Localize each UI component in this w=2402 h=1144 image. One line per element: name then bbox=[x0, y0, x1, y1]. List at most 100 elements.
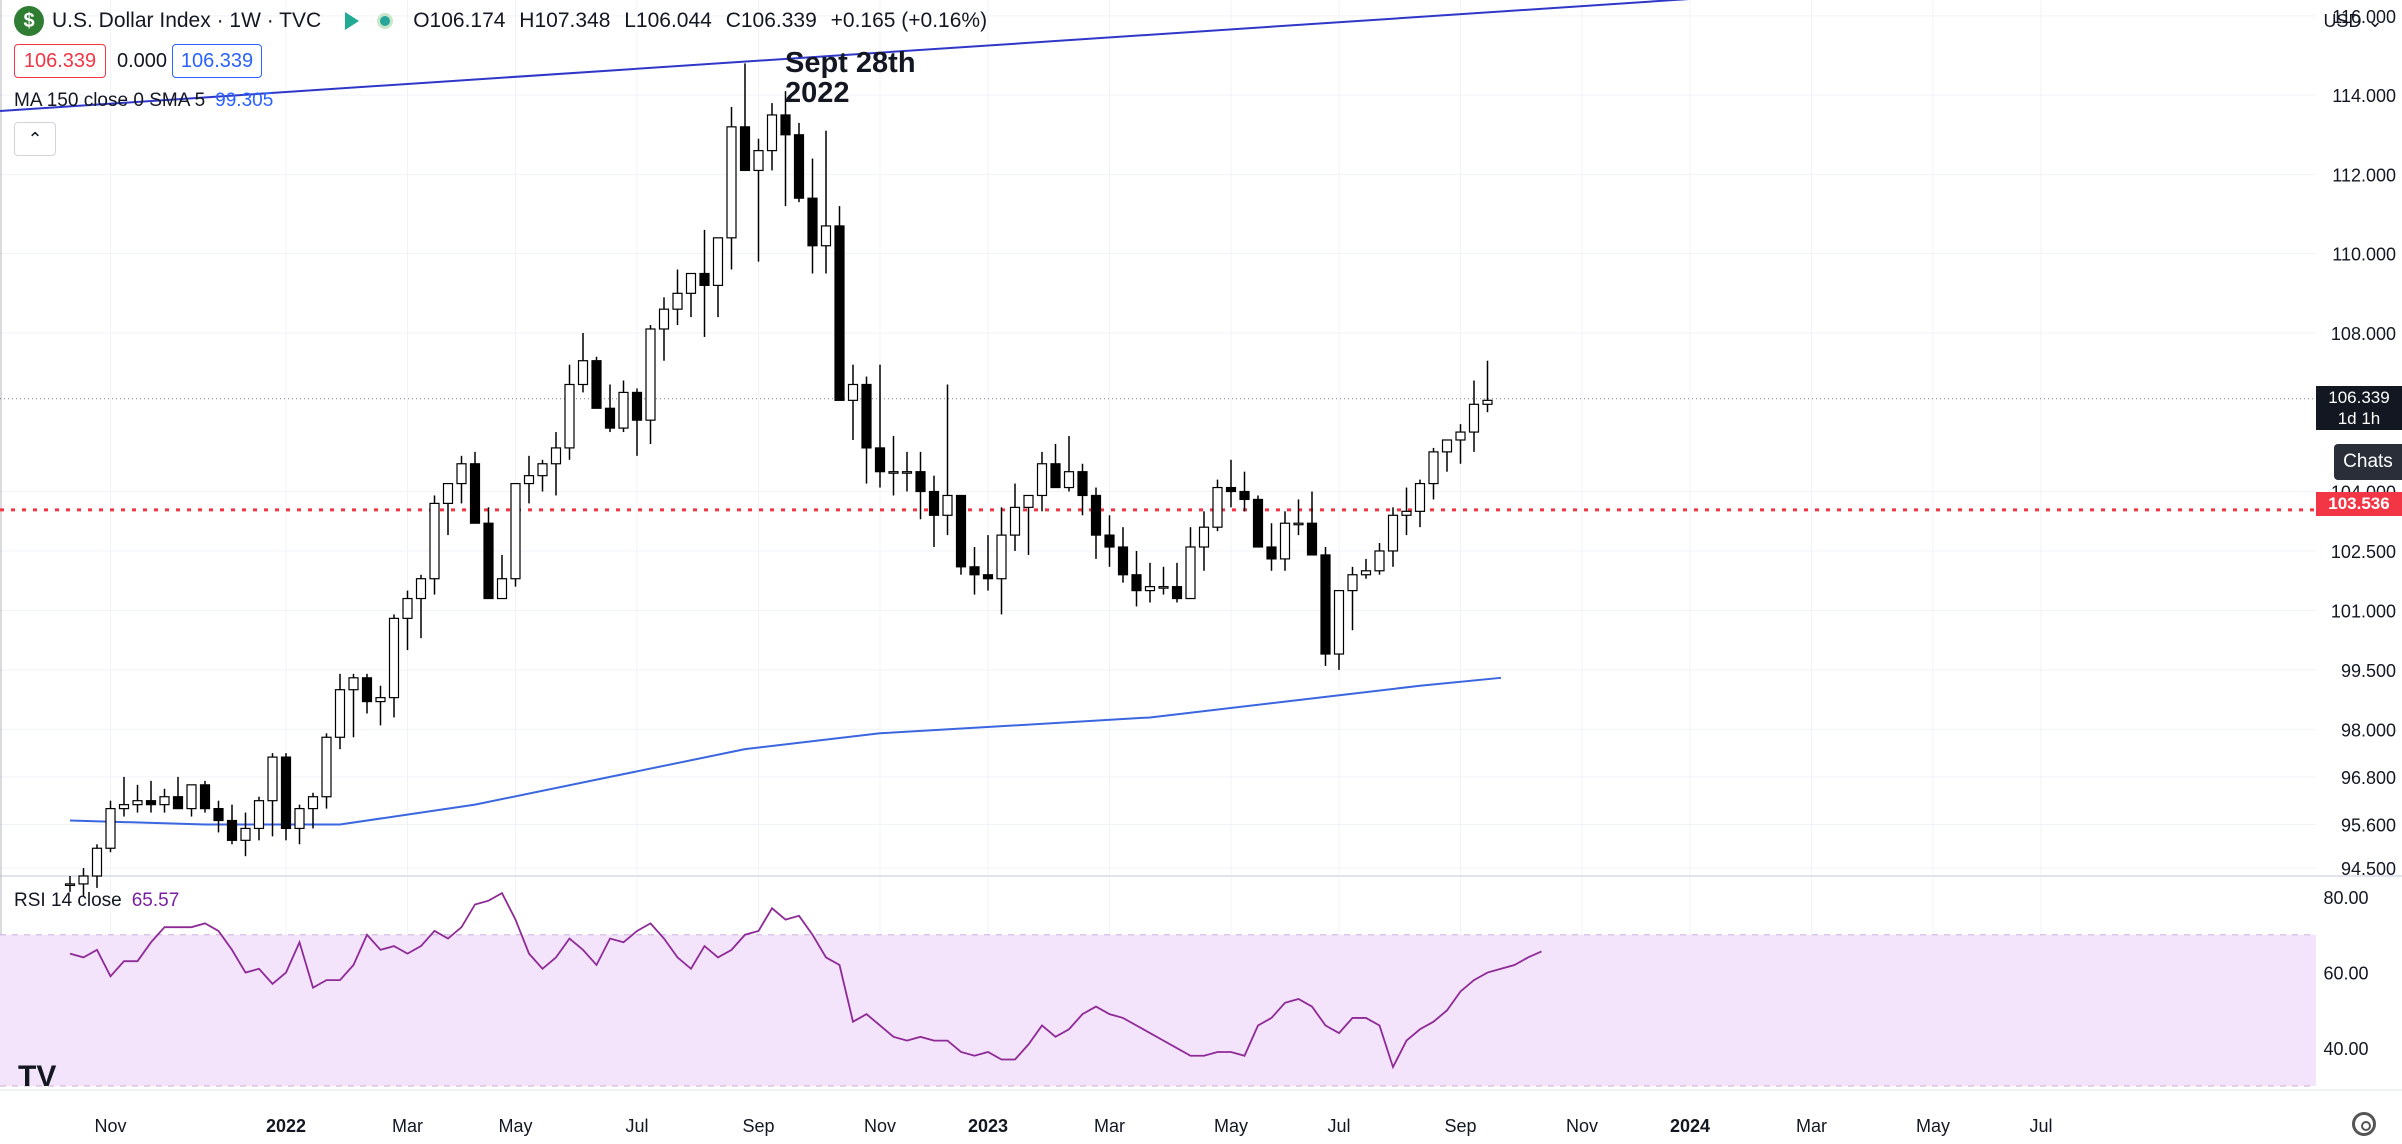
ohlc-readout: O106.174 H107.348 L106.044 C106.339 +0.1… bbox=[413, 9, 987, 33]
candle-body bbox=[820, 225, 832, 247]
last-price-tag: 106.339 1d 1h bbox=[2316, 386, 2402, 430]
rsi-band bbox=[0, 934, 2316, 1086]
sell-price-box[interactable]: 106.339 bbox=[14, 44, 106, 78]
candle-body bbox=[415, 578, 427, 600]
time-axis-label: 2022 bbox=[266, 1116, 306, 1136]
candle-body bbox=[604, 407, 616, 429]
annotation-text: 2022 bbox=[785, 77, 850, 109]
candle-body bbox=[996, 534, 1007, 580]
candle-body bbox=[888, 471, 899, 474]
time-axis-label: Jul bbox=[625, 1116, 648, 1136]
rsi-axis-label: 60.00 bbox=[2323, 964, 2368, 984]
candle-body bbox=[213, 808, 224, 822]
time-axis-label: Sep bbox=[742, 1116, 774, 1136]
candle-body bbox=[1144, 586, 1156, 592]
open-label: O bbox=[413, 9, 430, 32]
candle-body bbox=[753, 150, 764, 172]
time-axis-label: Mar bbox=[1796, 1116, 1827, 1136]
candle-body bbox=[442, 482, 454, 505]
gear-icon[interactable] bbox=[2352, 1112, 2376, 1136]
candle-body bbox=[1252, 498, 1264, 548]
candle-body bbox=[1225, 486, 1237, 493]
candle-body bbox=[1185, 546, 1196, 600]
candle-body bbox=[1441, 439, 1453, 453]
candle-body bbox=[739, 126, 751, 172]
time-axis-label: 2024 bbox=[1670, 1116, 1710, 1136]
dollar-logo-icon: $ bbox=[14, 6, 44, 36]
candle-body bbox=[523, 475, 535, 485]
time-axis-label: Nov bbox=[94, 1116, 126, 1136]
candle-body bbox=[64, 883, 76, 887]
candle-body bbox=[307, 796, 319, 810]
symbol-title[interactable]: U.S. Dollar Index · 1W · TVC bbox=[52, 9, 322, 32]
price-axis-label: 112.000 bbox=[2332, 165, 2396, 185]
chats-button[interactable]: Chats bbox=[2334, 444, 2402, 480]
ma-legend-value: 99.305 bbox=[215, 90, 274, 111]
close-value: 106.339 bbox=[740, 9, 817, 32]
high-value: 107.348 bbox=[534, 9, 611, 32]
candle-body bbox=[145, 800, 157, 806]
candle-body bbox=[550, 447, 562, 465]
candle-body bbox=[766, 114, 778, 152]
time-axis-label: 2023 bbox=[968, 1116, 1008, 1136]
candle-body bbox=[402, 597, 413, 619]
upper-trendline bbox=[0, 0, 1690, 112]
candle-body bbox=[969, 566, 980, 576]
candle-body bbox=[253, 800, 265, 830]
price-axis-label: 95.600 bbox=[2341, 815, 2396, 835]
time-axis-label: Sep bbox=[1444, 1116, 1476, 1136]
rsi-legend[interactable]: RSI 14 close 65.57 bbox=[14, 890, 179, 912]
candle-body bbox=[1104, 534, 1115, 548]
open-value: 106.174 bbox=[429, 9, 506, 32]
candle-body bbox=[1239, 490, 1250, 501]
currency-label: USD bbox=[2323, 10, 2362, 31]
candle-body bbox=[1333, 590, 1345, 655]
candle-body bbox=[280, 756, 292, 830]
candle-body bbox=[1050, 463, 1061, 489]
candle-body bbox=[469, 463, 481, 524]
rsi-legend-label: RSI 14 close bbox=[14, 890, 122, 911]
candle-body bbox=[726, 126, 737, 239]
candle-body bbox=[645, 328, 656, 421]
currency-selector[interactable]: USD ⌄ bbox=[2318, 4, 2388, 38]
price-axis-label: 116.000 bbox=[2332, 7, 2396, 27]
candle-body bbox=[78, 875, 89, 885]
candle-body bbox=[1009, 506, 1021, 536]
candle-body bbox=[1387, 514, 1399, 552]
candle-body bbox=[334, 689, 346, 738]
candle-body bbox=[1293, 522, 1304, 526]
rsi-line bbox=[69, 891, 1542, 1070]
price-axis-label: 98.000 bbox=[2341, 720, 2396, 740]
candle-body bbox=[429, 502, 440, 580]
candle-body bbox=[699, 272, 710, 286]
candle-body bbox=[537, 463, 548, 477]
candle-body bbox=[1428, 451, 1439, 485]
bar-countdown: 1d 1h bbox=[2337, 409, 2381, 428]
candle-body bbox=[793, 134, 805, 199]
candle-body bbox=[1036, 463, 1048, 497]
price-axis-label: 96.800 bbox=[2341, 768, 2396, 788]
candle-body bbox=[631, 391, 643, 421]
price-axis-label: 94.500 bbox=[2341, 859, 2396, 879]
candle-body bbox=[226, 819, 238, 841]
candle-body bbox=[1090, 494, 1102, 536]
candle-body bbox=[982, 574, 994, 580]
candle-body bbox=[510, 482, 521, 580]
candle-body bbox=[199, 784, 211, 810]
candle-body bbox=[1455, 431, 1466, 441]
candle-body bbox=[1347, 574, 1358, 592]
price-axis-label: 99.500 bbox=[2341, 661, 2396, 681]
candle-body bbox=[118, 804, 130, 810]
change-value: +0.165 (+0.16%) bbox=[830, 9, 988, 32]
collapse-legend-button[interactable]: ⌃ bbox=[14, 122, 56, 156]
ma-legend[interactable]: MA 150 close 0 SMA 5 99.305 bbox=[14, 90, 273, 112]
candle-body bbox=[105, 808, 116, 849]
candle-body bbox=[942, 494, 953, 516]
flag-icon[interactable] bbox=[345, 12, 360, 30]
tradingview-logo-icon[interactable]: TV bbox=[18, 1060, 57, 1093]
candle-body bbox=[901, 471, 913, 474]
candle-body bbox=[1468, 403, 1480, 433]
candle-body bbox=[1023, 494, 1034, 508]
buy-price-box[interactable]: 106.339 bbox=[172, 44, 262, 78]
